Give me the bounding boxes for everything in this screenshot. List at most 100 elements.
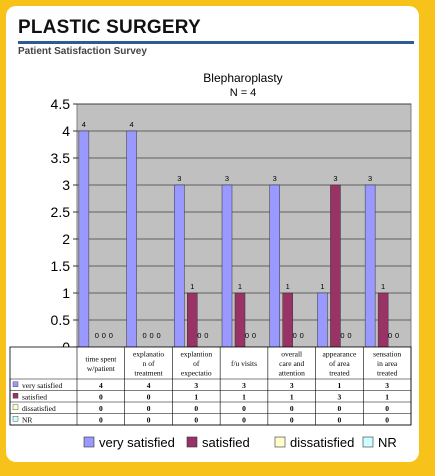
table-legend-key (12, 416, 19, 422)
table-cell: 0 (242, 415, 246, 424)
x-category-label: treated (377, 369, 398, 378)
x-category-label: of (193, 359, 200, 368)
chart-title: Blepharoplasty (203, 71, 282, 85)
table-cell: 0 (194, 415, 198, 424)
page-title: PLASTIC SURGERY (18, 17, 201, 38)
table-cell: 0 (242, 404, 246, 413)
table-cell: 3 (338, 392, 342, 401)
data-label: 3 (368, 174, 372, 183)
y-tick-label: 2.5 (51, 204, 71, 220)
y-tick-label: 1 (62, 285, 70, 301)
data-label: 0 (102, 331, 106, 340)
bar-satisfied (377, 292, 389, 348)
table-cell: 0 (147, 415, 151, 424)
table-cell: 0 (385, 415, 389, 424)
table-row-label: satisfied (22, 392, 47, 401)
table-cell: 1 (194, 392, 198, 401)
x-category-label: treatment (134, 369, 163, 378)
data-label: 0 (340, 331, 344, 340)
table-cell: 0 (385, 404, 389, 413)
data-label: 4 (82, 120, 86, 129)
legend-label: very satisfied (99, 435, 175, 450)
data-label: 3 (225, 174, 229, 183)
y-tick-label: 1.5 (51, 258, 71, 274)
table-cell: 0 (99, 404, 103, 413)
data-label: 0 (156, 331, 160, 340)
table-cell: 0 (290, 415, 294, 424)
x-category-label: explanatio (133, 350, 164, 359)
bar-very-satisfied (126, 130, 137, 348)
data-label: 1 (320, 282, 324, 291)
table-cell: 0 (147, 392, 151, 401)
table-cell: 1 (385, 392, 389, 401)
data-label: 1 (190, 282, 194, 291)
y-tick-label: 4.5 (51, 96, 71, 112)
data-label: 0 (300, 331, 304, 340)
y-tick-label: 3 (62, 177, 70, 193)
data-label: 3 (273, 174, 277, 183)
x-category-label: care and (279, 359, 304, 368)
table-cell: 1 (338, 381, 342, 390)
data-label: 0 (388, 331, 392, 340)
legend-label: satisfied (202, 435, 250, 450)
x-category-label: sensation (373, 350, 401, 359)
table-cell: 0 (338, 404, 342, 413)
x-category-label: time spent (85, 354, 117, 363)
data-label: 0 (204, 331, 208, 340)
bar-very-satisfied (364, 184, 376, 348)
legend-swatch (83, 436, 95, 448)
x-category-label: treated (329, 369, 350, 378)
data-label: 0 (197, 331, 201, 340)
table-row-label: very satisfied (22, 381, 62, 390)
bar-satisfied (187, 292, 198, 348)
table-cell: 3 (290, 381, 294, 390)
x-category-label: of area (329, 359, 350, 368)
x-category-label: overall (281, 350, 302, 359)
table-cell: 0 (99, 392, 103, 401)
data-label: 0 (149, 331, 153, 340)
bar-satisfied (234, 292, 246, 348)
data-label: 1 (381, 282, 385, 291)
page-subtitle: Patient Satisfaction Survey (18, 46, 147, 57)
data-label: 4 (129, 120, 133, 129)
table-cell: 0 (147, 404, 151, 413)
data-label: 3 (333, 174, 337, 183)
data-label: 0 (293, 331, 297, 340)
legend-swatch (274, 436, 286, 448)
legend-label: NR (378, 435, 397, 450)
bar-very-satisfied (317, 292, 328, 348)
x-category-label: appearance (323, 350, 357, 359)
table-cell: 0 (99, 415, 103, 424)
x-category-label: in area (377, 359, 398, 368)
data-label: 1 (286, 282, 290, 291)
header-divider (18, 41, 414, 44)
data-label: 0 (395, 331, 399, 340)
legend-swatch (186, 436, 198, 448)
data-label: 0 (245, 331, 249, 340)
bar-very-satisfied (174, 184, 185, 348)
y-tick-label: 3.5 (51, 150, 71, 166)
table-cell: 3 (242, 381, 246, 390)
legend-label: dissatisfied (290, 435, 354, 450)
bar-very-satisfied (78, 130, 90, 348)
bar-satisfied (330, 184, 341, 348)
table-row-label: dissatisfied (22, 404, 56, 413)
data-label: 0 (142, 331, 146, 340)
table-cell: 4 (99, 381, 103, 390)
data-label: 3 (177, 174, 181, 183)
bar-very-satisfied (221, 184, 233, 348)
chart-subtitle: N = 4 (230, 87, 257, 99)
y-tick-label: 0.5 (51, 312, 71, 328)
table-cell: 4 (147, 381, 151, 390)
x-category-label: expectatio (181, 369, 212, 378)
data-label: 0 (252, 331, 256, 340)
data-label: 1 (238, 282, 242, 291)
table-cell: 1 (290, 392, 294, 401)
bar-satisfied (282, 292, 293, 348)
table-legend-key (12, 381, 19, 387)
data-label: 0 (109, 331, 113, 340)
x-category-label: w/patient (87, 364, 116, 373)
x-category-label: explantion (180, 350, 212, 359)
table-cell: 1 (242, 392, 246, 401)
